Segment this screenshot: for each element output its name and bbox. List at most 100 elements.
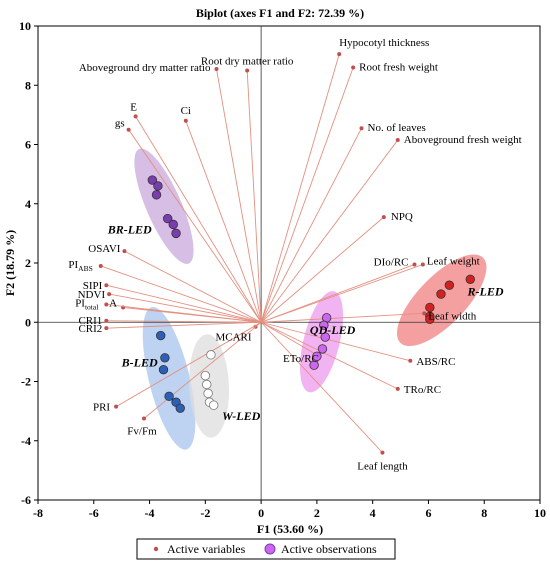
observation-point-br-led [171,228,181,239]
observation-point-br-led [153,181,163,191]
variable-labels: Hypocotyl thickness Root fresh weight Root… [68,37,521,472]
x-tick-label: 6 [425,506,431,520]
vector-point-aboveground-fresh-weight [395,138,400,143]
vector-point-fv-fm [141,416,146,421]
vector-point-aboveground-dry-matter-ratio [214,66,219,71]
vector-pi-abs [100,265,262,323]
variable-label-mcari: MCARI [215,332,251,344]
y-tick-label: 8 [25,78,31,92]
y-tick-label: 10 [19,19,31,33]
variable-label-root-dry-matter-ratio: Root dry matter ratio [201,55,294,67]
observation-point-w-led [202,379,212,390]
vector-point-no-of-leaves [359,126,364,131]
group-labels: BR-LED B-LED W-LED QD-LED R-LED [107,222,504,423]
vector-eto-rc [260,321,318,356]
variable-label-e: E [130,101,137,113]
variable-label-pri: PRI [93,402,110,414]
vector-point-cri2 [104,326,109,331]
variable-label-sipi: SIPI [83,280,103,292]
y-tick-label: 0 [25,315,31,329]
variable-label-root-fresh-weight: Root fresh weight [359,61,438,73]
y-tick-label: -6 [21,493,31,507]
observation-point-br-led [151,190,162,200]
observation-point-br-led [162,213,173,224]
variable-label-dio-rc: DIo/RC [374,256,409,268]
variable-label-osavi: OSAVI [88,243,121,255]
vector-point-abs-rc [408,358,413,363]
observation-point-r-led [425,314,435,324]
observation-point-w-led [206,350,216,360]
group-label-br-led: BR-LED [107,222,152,236]
observation-point-qd-led [317,344,328,354]
vector-point-pri [114,404,119,409]
variable-label-fv-fm: Fv/Fm [127,426,157,438]
x-axis-label: F1 (53.60 %) [257,522,323,536]
vector-point-gs [126,127,131,132]
vector-point-e [133,114,138,119]
vector-point-npq [381,215,386,220]
vector-leaf-length [260,321,383,453]
variable-label-cri2: CRI2 [78,323,102,335]
vector-point-leaf-weight [420,262,425,267]
y-tick-label: -2 [21,375,31,389]
variable-vectors [98,52,427,455]
observation-point-br-led [147,175,158,185]
variable-label-tro-rc: TRo/RC [404,384,441,396]
legend-observation-label: Active observations [281,542,377,556]
observation-point-w-led [208,400,219,410]
x-tick-label: -8 [33,506,43,520]
ellipse-b-led [142,306,196,450]
x-tick-label: 4 [370,506,376,520]
y-tick-label: 4 [25,197,31,211]
vector-root-fresh-weight [260,67,354,323]
x-tick-label: 2 [314,506,320,520]
y-tick-label: -4 [21,434,31,448]
vector-tro-rc [260,321,398,390]
vector-root-dry-matter-ratio [246,70,262,323]
legend-variable-label: Active variables [167,542,246,556]
y-tick-label: 2 [25,256,31,270]
variable-label-ci: Ci [181,105,191,117]
vector-gs [128,129,262,323]
vector-point-root-dry-matter-ratio [245,68,250,73]
observation-point-qd-led [320,332,330,342]
variable-label-gs: gs [115,118,125,130]
group-label-w-led: W-LED [222,409,261,423]
variable-label-leaf-length: Leaf length [357,461,408,473]
vector-ndvi [109,293,262,323]
vector-point-root-fresh-weight [351,65,356,70]
vector-point-leaf-length [380,450,385,455]
variable-label-pi-abs: PIABS [68,259,92,273]
observation-point-qd-led [319,320,329,330]
x-tick-label: -2 [200,506,210,520]
group-label-qd-led: QD-LED [310,323,356,337]
observation-point-r-led [444,280,455,290]
variable-label-a: A [109,297,117,309]
vector-point-ndvi [107,292,112,297]
variable-label-npq: NPQ [391,211,413,223]
vector-point-cri1 [104,318,109,323]
vector-dio-rc [260,264,415,323]
vector-aboveground-dry-matter-ratio [216,68,262,323]
observation-point-w-led [200,370,211,381]
variable-label-leaf-weight: Leaf weight [427,255,480,267]
vector-abs-rc [260,321,411,362]
x-tick-label: 0 [258,506,264,520]
group-label-b-led: B-LED [121,356,158,370]
observation-point-b-led [158,364,169,375]
vector-leaf-width [261,312,425,323]
vector-point-pi-abs [98,263,103,268]
observation-points [147,175,475,413]
variable-label-cri1: CRI1 [78,315,102,327]
legend-observation-marker [264,543,276,555]
vector-point-ci [183,118,188,123]
x-tick-label: -6 [89,506,99,520]
vector-no-of-leaves [260,127,362,323]
observation-point-b-led [175,403,185,413]
chart-title: Biplot (axes F1 and F2: 72.39 %) [196,6,364,20]
observation-point-r-led [465,274,475,284]
observation-point-qd-led [309,360,319,370]
ellipse-br-led [134,148,194,264]
